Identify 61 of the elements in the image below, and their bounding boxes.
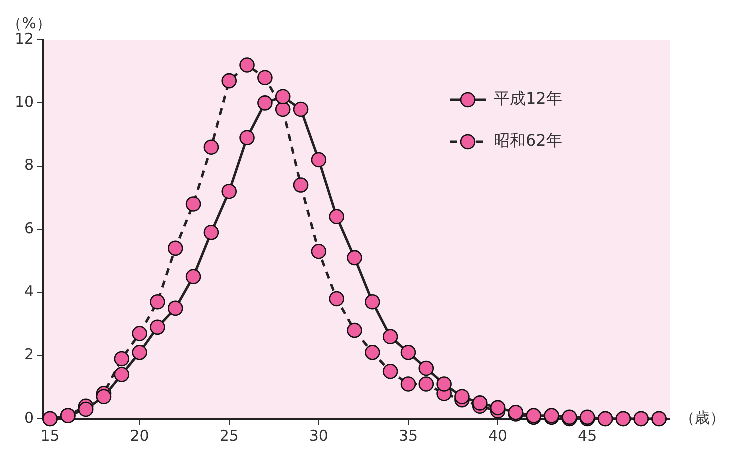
point xyxy=(365,294,380,310)
point xyxy=(132,326,148,342)
point xyxy=(78,402,94,418)
point xyxy=(168,240,184,256)
y-tick-label: 8 xyxy=(24,156,34,174)
point xyxy=(400,376,416,392)
point xyxy=(258,70,273,86)
point xyxy=(275,102,291,118)
y-tick-label: 2 xyxy=(24,346,34,364)
point xyxy=(186,196,202,212)
x-tick-label: 45 xyxy=(578,426,598,445)
y-tick-label: 12 xyxy=(14,30,34,48)
y-tick-label: 6 xyxy=(24,219,34,238)
point xyxy=(418,360,434,376)
point xyxy=(293,178,309,193)
point xyxy=(186,269,202,285)
point xyxy=(222,73,238,89)
point xyxy=(329,209,344,225)
point xyxy=(293,102,309,118)
point xyxy=(329,291,344,307)
point xyxy=(382,364,398,380)
point xyxy=(311,152,327,168)
point xyxy=(347,322,362,338)
point xyxy=(222,184,238,200)
x-tick-label: 40 xyxy=(488,426,508,445)
x-tick-label: 20 xyxy=(130,426,150,445)
point xyxy=(365,345,380,360)
point xyxy=(114,351,130,367)
x-axis-title: （歳） xyxy=(680,408,725,427)
point xyxy=(418,376,434,392)
point xyxy=(400,345,416,360)
point xyxy=(472,396,488,411)
y-tick-label: 4 xyxy=(24,282,34,301)
legend-label: 平成12年 xyxy=(494,89,562,108)
y-tick-label: 10 xyxy=(14,93,34,112)
point xyxy=(436,376,452,392)
point xyxy=(114,367,130,382)
point xyxy=(258,96,273,111)
point xyxy=(150,294,166,310)
point xyxy=(275,89,291,104)
y-tick-label: 0 xyxy=(24,408,34,427)
x-tick-label: 30 xyxy=(309,426,328,445)
point xyxy=(347,250,362,266)
point xyxy=(382,329,398,345)
point xyxy=(96,389,112,405)
point xyxy=(168,300,184,316)
point xyxy=(240,58,255,73)
point xyxy=(580,410,596,426)
y-axis-title: （%） xyxy=(7,14,52,32)
point xyxy=(490,400,506,416)
point xyxy=(132,345,148,360)
point xyxy=(204,140,220,156)
x-tick-label: 15 xyxy=(40,426,60,445)
point xyxy=(204,225,220,240)
x-tick-label: 35 xyxy=(398,426,418,445)
point xyxy=(454,389,470,405)
point xyxy=(240,130,255,146)
x-tick-label: 25 xyxy=(220,426,239,445)
legend-label: 昭和62年 xyxy=(494,131,562,150)
point xyxy=(150,320,166,336)
point xyxy=(311,244,327,260)
